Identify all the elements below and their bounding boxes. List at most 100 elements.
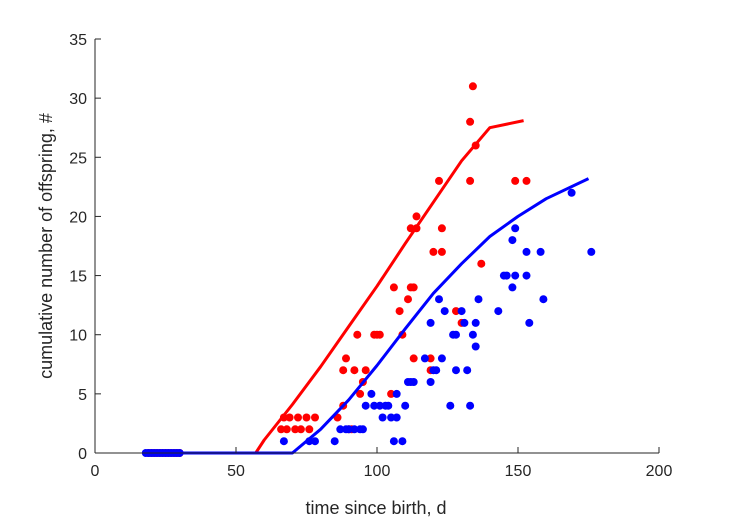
y-tick-label: 10 xyxy=(69,328,87,345)
series-1 xyxy=(141,177,596,457)
data-point xyxy=(339,366,348,375)
data-point xyxy=(409,354,418,363)
y-tick-label: 35 xyxy=(69,32,87,49)
data-point xyxy=(508,283,517,292)
x-axis-label: time since birth, d xyxy=(305,498,446,518)
data-point xyxy=(468,82,477,91)
data-point xyxy=(522,271,531,280)
data-point xyxy=(471,342,480,351)
data-point xyxy=(336,425,345,434)
data-point xyxy=(389,437,398,446)
data-point xyxy=(502,271,511,280)
data-point xyxy=(294,413,302,422)
data-point xyxy=(522,176,531,185)
data-point xyxy=(522,247,531,256)
x-tick-label: 150 xyxy=(505,463,532,480)
data-point xyxy=(471,318,480,327)
data-point xyxy=(370,401,379,410)
y-tick-label: 30 xyxy=(69,91,87,108)
data-point xyxy=(457,307,466,316)
data-point xyxy=(412,212,421,221)
data-point xyxy=(435,176,443,185)
data-point xyxy=(387,389,396,398)
data-point xyxy=(437,354,446,363)
data-point xyxy=(311,413,319,422)
data-point xyxy=(375,330,384,339)
data-point xyxy=(460,318,469,327)
x-tick-label: 100 xyxy=(364,463,391,480)
data-point xyxy=(282,425,291,434)
plot-marks xyxy=(141,82,596,457)
data-point xyxy=(279,437,288,446)
data-point xyxy=(567,188,576,197)
data-point xyxy=(384,401,393,410)
data-point xyxy=(358,425,367,434)
axes: 0 50 100 150 200 0 5 10 15 20 25 30 35 xyxy=(69,32,672,480)
data-point xyxy=(429,247,438,256)
data-point xyxy=(508,236,517,245)
data-point xyxy=(392,413,401,422)
data-point xyxy=(420,354,429,363)
data-point xyxy=(353,330,362,339)
data-point xyxy=(511,176,520,185)
data-point xyxy=(452,366,460,375)
y-tick-label: 0 xyxy=(78,446,87,463)
data-point xyxy=(432,366,441,375)
data-point xyxy=(350,425,359,434)
data-point xyxy=(437,247,446,256)
y-tick-label: 20 xyxy=(69,209,87,226)
data-point xyxy=(356,389,365,398)
data-point xyxy=(452,330,460,339)
series-0 xyxy=(144,82,531,457)
data-point xyxy=(440,307,449,316)
data-point xyxy=(466,401,475,410)
data-point xyxy=(401,401,410,410)
data-point xyxy=(446,401,455,410)
data-point xyxy=(378,413,387,422)
data-point xyxy=(291,425,300,434)
data-point xyxy=(367,389,376,398)
data-point xyxy=(525,318,534,327)
data-point xyxy=(466,117,475,126)
data-point xyxy=(468,330,477,339)
data-point xyxy=(296,425,305,434)
data-point xyxy=(404,295,412,304)
x-tick-label: 50 xyxy=(227,463,245,480)
data-point xyxy=(511,271,520,280)
data-point xyxy=(463,366,472,375)
data-point xyxy=(452,307,460,316)
data-point xyxy=(330,437,339,446)
data-point xyxy=(392,389,401,398)
x-tick-label: 200 xyxy=(646,463,673,480)
data-point xyxy=(398,437,407,446)
data-point xyxy=(395,307,404,316)
data-point xyxy=(426,318,435,327)
data-point xyxy=(387,413,396,422)
data-point xyxy=(375,401,384,410)
data-point xyxy=(474,295,483,304)
data-point xyxy=(350,366,359,375)
data-point xyxy=(539,295,548,304)
data-point xyxy=(389,283,398,292)
data-point xyxy=(466,176,475,185)
data-point xyxy=(409,378,418,386)
data-point xyxy=(361,401,370,410)
data-point xyxy=(587,247,596,256)
y-tick-label: 25 xyxy=(69,150,87,167)
fit-curve xyxy=(145,177,590,455)
data-point xyxy=(477,259,486,268)
data-point xyxy=(435,295,443,304)
data-point xyxy=(305,425,314,434)
y-tick-label: 15 xyxy=(69,269,87,286)
data-point xyxy=(494,307,503,316)
y-axis-label: cumulative number of offspring, # xyxy=(36,113,56,379)
data-point xyxy=(426,378,435,386)
data-point xyxy=(311,437,319,446)
data-point xyxy=(536,247,545,256)
data-point xyxy=(409,283,418,292)
data-point xyxy=(361,366,370,375)
data-point xyxy=(277,425,286,434)
data-point xyxy=(342,354,350,363)
data-point xyxy=(285,413,294,422)
